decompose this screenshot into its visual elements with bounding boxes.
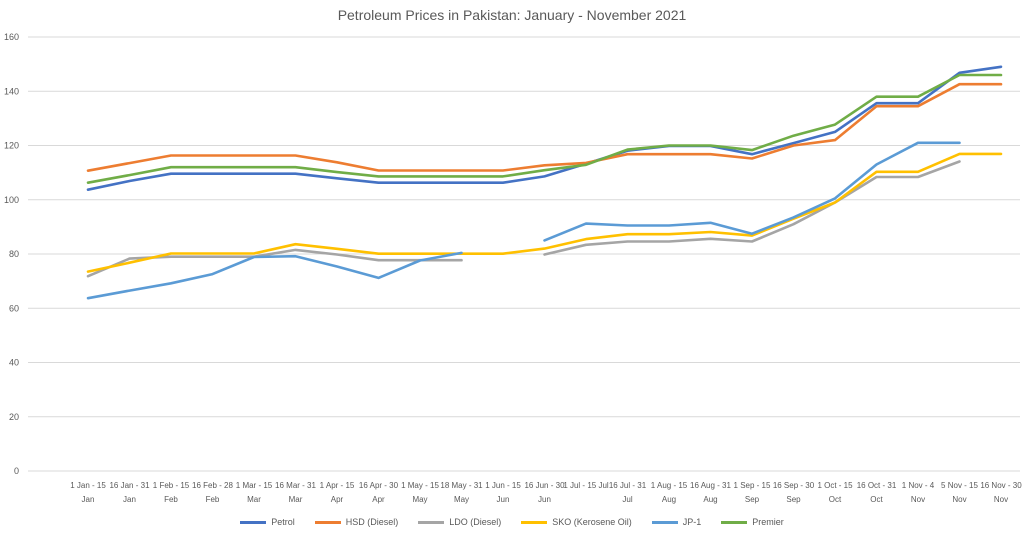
legend-label: LDO (Diesel) xyxy=(449,517,502,527)
x-tick-label: 16 Sep - 30 xyxy=(773,481,815,490)
x-tick-label: Jul xyxy=(622,495,632,504)
series-line xyxy=(86,73,1003,184)
x-tick-label: Nov xyxy=(994,495,1008,504)
x-axis-ticks: 1 Jan - 15 Jan 16 Jan - 31 Jan 1 Feb - 15 Feb… xyxy=(70,481,1022,504)
legend-swatch xyxy=(418,520,445,524)
series-line-segment xyxy=(86,251,463,300)
series-line xyxy=(86,82,1003,172)
legend-label: Petrol xyxy=(271,517,295,527)
legend-swatch xyxy=(240,520,267,524)
series-line-segment xyxy=(86,65,1003,191)
x-tick-label: 16 Jul - 31 xyxy=(609,481,647,490)
series-line-segment xyxy=(86,152,1003,273)
x-tick-label: Mar xyxy=(289,495,303,504)
gridlines xyxy=(28,36,1020,472)
x-tick-label: Aug xyxy=(703,495,717,504)
series-line xyxy=(86,141,961,300)
legend-item: JP-1 xyxy=(651,517,702,527)
legend-label: SKO (Kerosene Oil) xyxy=(552,517,632,527)
x-tick-label: 1 Nov - 4 xyxy=(902,481,935,490)
x-tick-label: Nov xyxy=(952,495,966,504)
series-line-segment xyxy=(543,160,961,256)
x-tick-label: Aug xyxy=(662,495,676,504)
series-line xyxy=(86,65,1003,191)
y-tick-label: 0 xyxy=(14,466,19,476)
x-tick-label: Oct xyxy=(829,495,842,504)
y-tick-label: 60 xyxy=(9,303,19,313)
x-tick-label: 1 Jan - 15 xyxy=(70,481,106,490)
y-axis-ticks: 0 20 40 60 80 100 120 140 160 xyxy=(4,32,19,476)
legend-item: Petrol xyxy=(240,517,295,527)
series-line xyxy=(86,152,1003,273)
x-tick-label: 16 Nov - 30 xyxy=(980,481,1022,490)
legend-item: LDO (Diesel) xyxy=(418,517,501,527)
legend-swatch xyxy=(651,520,678,524)
legend-item: SKO (Kerosene Oil) xyxy=(521,517,632,527)
legend-swatch xyxy=(314,520,341,524)
legend-item: Premier xyxy=(721,517,784,527)
x-tick-label: 16 Aug - 31 xyxy=(690,481,731,490)
x-tick-label: Jun xyxy=(497,495,510,504)
x-tick-label: 1 Jun - 15 xyxy=(485,481,521,490)
y-tick-label: 80 xyxy=(9,249,19,259)
x-tick-label: 1 Sep - 15 xyxy=(734,481,771,490)
series-lines xyxy=(86,65,1003,300)
x-tick-label: 16 Apr - 30 xyxy=(359,481,399,490)
x-tick-label: May xyxy=(454,495,469,504)
y-tick-label: 120 xyxy=(4,141,19,151)
legend-label: Premier xyxy=(752,517,784,527)
x-tick-label: 1 Oct - 15 xyxy=(817,481,853,490)
x-tick-label: 1 Apr - 15 xyxy=(320,481,355,490)
x-tick-label: 1 Mar - 15 xyxy=(236,481,273,490)
x-tick-label: Mar xyxy=(247,495,261,504)
x-tick-label: May xyxy=(412,495,427,504)
x-tick-label: 18 May - 31 xyxy=(440,481,483,490)
x-tick-label: 16 Jun - 30 xyxy=(524,481,565,490)
x-tick-label: Jan xyxy=(82,495,95,504)
x-tick-label: 16 Mar - 31 xyxy=(275,481,316,490)
x-tick-label: Nov xyxy=(911,495,925,504)
y-tick-label: 160 xyxy=(4,32,19,42)
legend-item: HSD (Diesel) xyxy=(314,517,399,527)
x-tick-label: Sep xyxy=(786,495,801,504)
x-tick-label: 1 Aug - 15 xyxy=(651,481,688,490)
y-tick-label: 140 xyxy=(4,86,19,96)
x-tick-label: Oct xyxy=(870,495,883,504)
x-tick-label: Feb xyxy=(206,495,220,504)
x-tick-label: Apr xyxy=(372,495,385,504)
x-tick-label: Feb xyxy=(164,495,178,504)
x-tick-label: 1 Feb - 15 xyxy=(153,481,190,490)
x-tick-label: Apr xyxy=(331,495,344,504)
y-tick-label: 20 xyxy=(9,412,19,422)
legend-label: JP-1 xyxy=(682,517,702,527)
chart-title: Petroleum Prices in Pakistan: January - … xyxy=(337,7,687,23)
series-line-segment xyxy=(86,82,1003,172)
x-tick-label: 1 Jul - 15 Jul xyxy=(563,481,609,490)
x-tick-label: 5 Nov - 15 xyxy=(941,481,978,490)
x-tick-label: Jan xyxy=(123,495,136,504)
legend-swatch xyxy=(521,520,548,524)
x-tick-label: 1 May - 15 xyxy=(401,481,439,490)
x-tick-label: 16 Oct - 31 xyxy=(857,481,897,490)
legend-swatch xyxy=(721,520,748,524)
y-tick-label: 100 xyxy=(4,195,19,205)
x-tick-label: Jun xyxy=(538,495,551,504)
y-tick-label: 40 xyxy=(9,358,19,368)
series-line-segment xyxy=(543,141,961,242)
legend-label: HSD (Diesel) xyxy=(345,517,399,527)
x-tick-label: Sep xyxy=(745,495,760,504)
x-tick-label: 16 Jan - 31 xyxy=(109,481,150,490)
legend: Petrol HSD (Diesel) LDO (Diesel) SKO (Keros… xyxy=(0,514,1024,530)
series-line-segment xyxy=(86,73,1003,184)
x-tick-label: 16 Feb - 28 xyxy=(192,481,233,490)
